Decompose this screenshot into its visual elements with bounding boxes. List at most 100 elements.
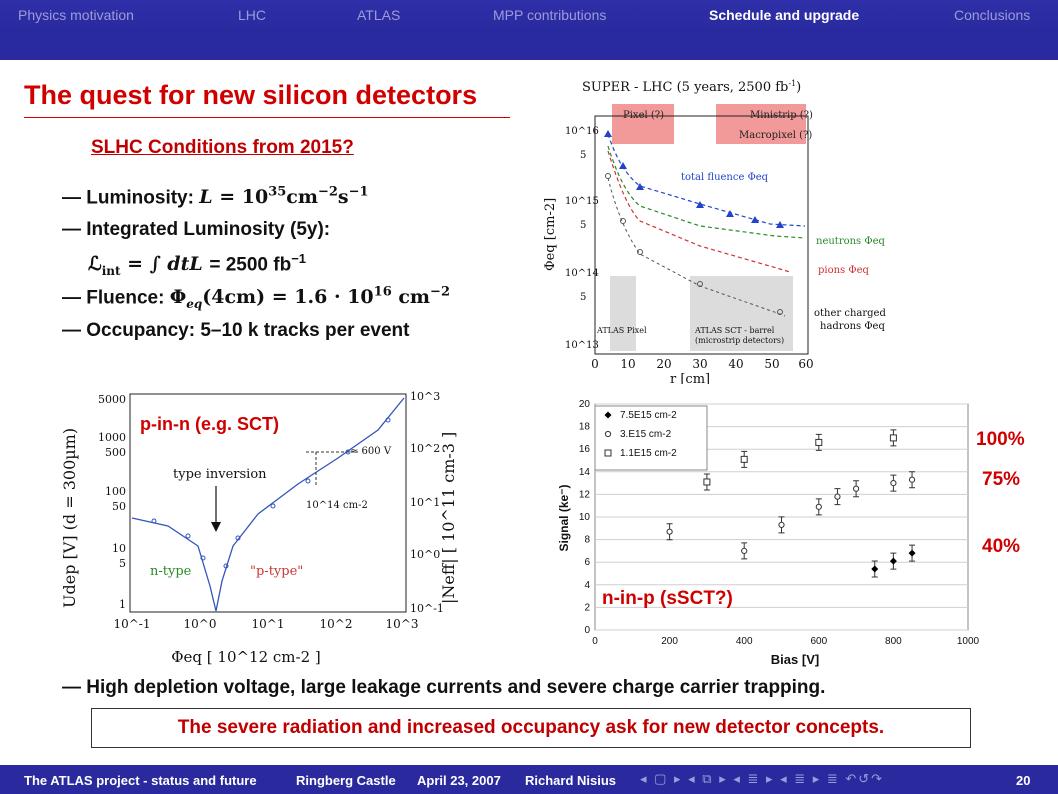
signal-x-tick-label: 1000 — [957, 636, 980, 647]
atlas-pixel-region — [610, 276, 636, 351]
depletion-left-ticks: 5000 1000 500 100 50 10 5 1 — [98, 393, 126, 611]
bullet-depletion-issues: — High depletion voltage, large leakage … — [62, 677, 826, 698]
fluence-plot-frame — [594, 115, 809, 355]
signal-data-point — [741, 547, 748, 554]
signal-y-tick-label: 18 — [579, 422, 591, 433]
svg-text:10^0: 10^0 — [410, 548, 440, 561]
signal-x-tick-label: 0 — [592, 636, 598, 647]
signal-y-tick-label: 0 — [584, 625, 590, 636]
signal-data-point — [908, 549, 916, 557]
svg-text:10: 10 — [620, 357, 635, 371]
neutrons-label: neutrons Φeq — [816, 236, 885, 247]
signal-x-tick-label: 800 — [885, 636, 902, 647]
macropixel-region-label: Macropixel (?) — [739, 130, 812, 141]
svg-text:1: 1 — [119, 598, 126, 611]
nav-tab-atlas[interactable]: ATLAS — [357, 7, 401, 23]
signal-y-tick-labels: 0 2 4 6 8 10 12 14 16 18 20 — [579, 399, 591, 636]
total-fluence-markers — [604, 130, 784, 228]
svg-text:10^-1: 10^-1 — [410, 602, 444, 615]
depletion-right-ticks: 10^3 10^2 10^1 10^0 10^-1 — [410, 390, 444, 615]
nav-tab-mpp-contributions[interactable]: MPP contributions — [493, 7, 607, 23]
depletion-data-markers — [151, 417, 391, 569]
other-hadrons-markers — [605, 173, 783, 315]
signal-data-point — [834, 493, 841, 500]
other-charged-label: other charged — [814, 308, 886, 319]
signal-data-point — [666, 528, 673, 535]
svg-text:5: 5 — [119, 557, 126, 570]
svg-text:40: 40 — [728, 357, 743, 371]
signal-y-tick-label: 20 — [579, 399, 591, 410]
atlas-pixel-label: ATLAS Pixel — [596, 326, 647, 335]
n-in-p-annotation: n-in-p (sSCT?) — [602, 588, 733, 609]
nav-tab-lhc[interactable]: LHC — [238, 7, 267, 23]
svg-text:10^16: 10^16 — [565, 126, 599, 137]
other-hadrons-curve — [607, 177, 786, 317]
fluence-x-ticks: 0 10 20 30 40 50 60 — [591, 357, 813, 371]
svg-text:5: 5 — [580, 292, 586, 303]
nav-tab-physics-motivation[interactable]: Physics motivation — [18, 7, 134, 23]
legend-marker — [604, 449, 612, 457]
fluence-mark-label: 10^14 cm-2 — [306, 500, 368, 511]
svg-text:50: 50 — [112, 500, 126, 513]
svg-text:5000: 5000 — [98, 393, 126, 406]
svg-text:10^1: 10^1 — [252, 617, 285, 631]
svg-text:100: 100 — [105, 485, 126, 498]
slide-title: The quest for new silicon detectors — [24, 80, 478, 110]
signal-y-tick-label: 10 — [579, 512, 591, 523]
depletion-voltage-figure: 5000 1000 500 100 50 10 5 1 10^3 10^2 10… — [58, 386, 470, 668]
percent-label-40: 40% — [982, 536, 1021, 557]
svg-text:0: 0 — [591, 357, 599, 371]
depletion-voltage-curve — [131, 397, 405, 612]
pions-label: pions Φeq — [818, 265, 869, 276]
beamer-navigation-icons[interactable]: ◂ ▢ ▸ ◂ ⧉ ▸ ◂ ≣ ▸ ◂ ≣ ▸ ≣ ↶↺↷ — [640, 771, 885, 786]
600v-label: ≈ 600 V — [350, 446, 392, 457]
other-hadrons-label: hadrons Φeq — [820, 321, 885, 332]
signal-data-point — [778, 521, 785, 529]
svg-text:500: 500 — [105, 446, 126, 459]
neutrons-curve — [607, 145, 806, 239]
p-in-n-label: p-in-n (e.g. SCT) — [140, 414, 279, 434]
nav-tab-schedule-and-upgrade[interactable]: Schedule and upgrade — [709, 7, 860, 23]
atlas-sct-label: ATLAS SCT - barrel — [694, 326, 775, 335]
conclusion-box: The severe radiation and increased occup… — [91, 708, 971, 748]
bullet-integrated-luminosity: — Integrated Luminosity (5y): — [62, 219, 331, 240]
footer-talk-title: The ATLAS project - status and future — [24, 773, 257, 788]
signal-data-point — [890, 480, 897, 487]
bullet-fluence: — Fluence: Φeq(4cm) = 1.6 · 1016 cm−2 — [62, 285, 450, 312]
signal-x-tick-label: 400 — [736, 636, 753, 647]
type-inversion-arrowhead — [211, 522, 221, 532]
title-underline — [24, 117, 510, 118]
signal-x-tick-label: 200 — [661, 636, 678, 647]
svg-text:10^-1: 10^-1 — [113, 617, 150, 631]
svg-text:10^15: 10^15 — [565, 196, 599, 207]
nav-tab-conclusions[interactable]: Conclusions — [954, 7, 1031, 23]
signal-x-axis-label: Bias [V] — [771, 652, 819, 667]
pions-curve — [607, 150, 791, 273]
svg-text:10: 10 — [112, 542, 126, 555]
svg-text:20: 20 — [656, 357, 671, 371]
depletion-x-axis-label: Φeq [ 10^12 cm-2 ] — [171, 648, 321, 666]
bullet-luminosity: — Luminosity: L = 1035cm−2s−1 — [62, 185, 369, 209]
legend-marker — [604, 430, 612, 438]
svg-text:10^3: 10^3 — [410, 390, 440, 403]
signal-data-point — [740, 455, 748, 463]
type-inversion-label: type inversion — [173, 467, 267, 482]
svg-text:10^2: 10^2 — [320, 617, 353, 631]
signal-legend — [594, 405, 708, 471]
signal-data-points — [666, 429, 916, 578]
microstrip-label: (microstrip detectors) — [695, 336, 784, 345]
svg-text:5: 5 — [580, 150, 586, 161]
signal-y-tick-label: 2 — [584, 602, 590, 613]
legend-entry: 1.1E15 cm-2 — [620, 448, 677, 459]
svg-text:10^3: 10^3 — [386, 617, 419, 631]
fluence-y-axis-label: Φeq [cm-2] — [543, 198, 558, 271]
fluence-vs-radius-figure: SUPER - LHC (5 years, 2500 fb-1) Pixel (… — [540, 76, 890, 384]
signal-data-point — [871, 565, 879, 573]
signal-y-tick-label: 8 — [584, 535, 590, 546]
footer-bar: The ATLAS project - status and future Ri… — [0, 765, 1058, 794]
signal-x-tick-label: 600 — [810, 636, 827, 647]
signal-y-tick-label: 16 — [579, 444, 591, 455]
depletion-right-axis-label: |Neff| [ 10^11 cm-3 ] — [439, 432, 458, 604]
600v-guide-lines — [306, 451, 358, 486]
fluence-x-axis-label: r [cm] — [670, 372, 710, 384]
